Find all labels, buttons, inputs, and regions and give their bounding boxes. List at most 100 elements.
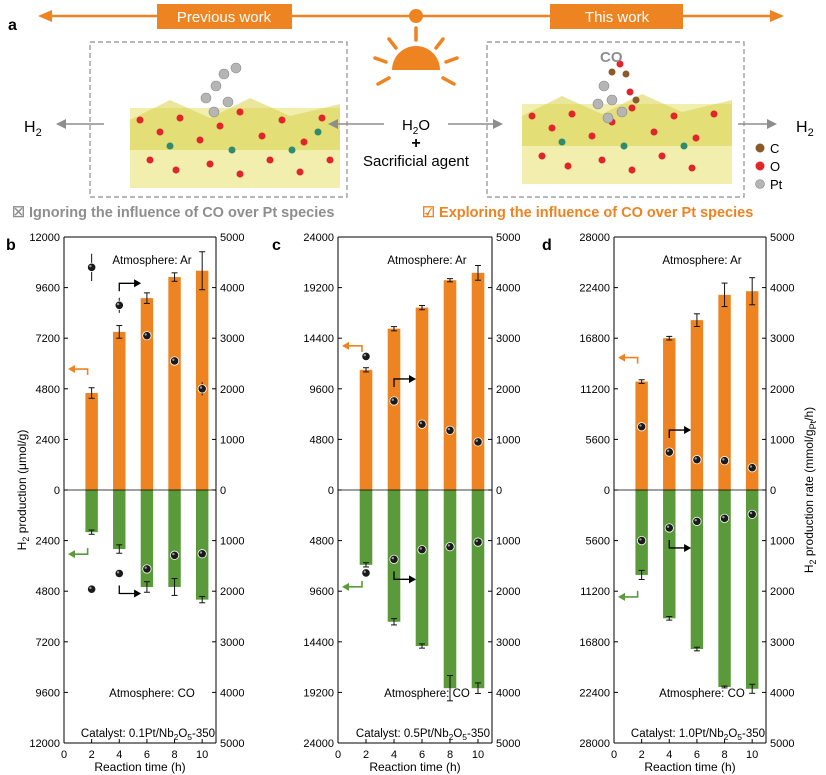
- bar-co: [140, 490, 154, 587]
- y-tick-label-left: 4800: [310, 434, 334, 446]
- panel-letter-a: a: [8, 17, 17, 34]
- y-tick-label-right: 3000: [220, 637, 244, 649]
- rate-point-highlight: [694, 518, 697, 522]
- this-work-box: [550, 4, 683, 29]
- catalyst-label-part: -350: [192, 728, 215, 740]
- y-tick-label-left: 22400: [579, 283, 610, 295]
- y-tick-label-right: 1000: [220, 434, 244, 446]
- rate-point-ar: [637, 422, 647, 432]
- x-tick-label: 0: [611, 749, 617, 761]
- rate-point-highlight: [419, 547, 422, 550]
- rate-point-ar: [445, 425, 455, 435]
- atmosphere-co-label: Atmosphere: CO: [659, 688, 745, 700]
- plus-label: +: [411, 135, 420, 152]
- bar-ar: [140, 298, 154, 490]
- previous-work-label: Previous work: [177, 9, 272, 26]
- y-tick-label-right: 4000: [770, 283, 794, 295]
- bar-ar: [471, 272, 485, 490]
- co-label: CO: [600, 49, 623, 66]
- panel-letter: b: [6, 237, 16, 254]
- rate-point-ar: [692, 455, 702, 465]
- y-tick-label-right: 3000: [496, 333, 520, 345]
- y-tick-label-right: 1000: [496, 536, 520, 548]
- rate-point-co: [114, 568, 124, 579]
- bar-co: [635, 490, 648, 575]
- y-tick-label-right: 0: [496, 485, 502, 497]
- rate-point-highlight: [722, 515, 725, 519]
- catalyst-label-part: Catalyst: 0.1Pt/Nb: [81, 728, 174, 740]
- rate-point-highlight: [363, 570, 366, 573]
- rate-point-co: [445, 542, 455, 552]
- y-tick-label-right: 1000: [220, 536, 244, 548]
- y-tick-label-right: 2000: [770, 586, 794, 598]
- rate-point-highlight: [419, 421, 422, 425]
- y-tick-label-left: 14400: [303, 637, 334, 649]
- green-arrow-head-icon: [618, 592, 625, 601]
- rate-point-co: [664, 523, 674, 533]
- arrow-left-icon: [328, 119, 338, 129]
- y-tick-label-left: 2400: [36, 536, 60, 548]
- rate-point-highlight: [172, 358, 175, 361]
- y-tick-label-right: 2000: [220, 586, 244, 598]
- catalyst-label-part: Catalyst: 0.5Pt/Nb: [356, 728, 449, 740]
- legend-o: O: [770, 159, 780, 174]
- rate-point-co: [473, 537, 483, 547]
- bar-ar: [663, 338, 676, 490]
- y-tick-label-left: 0: [54, 485, 60, 497]
- y-tick-label-left: 24000: [303, 232, 334, 244]
- catalyst-label-part: -350: [467, 728, 490, 740]
- orange-series-arrow: [348, 345, 363, 352]
- y-tick-label-right: 5000: [770, 232, 794, 244]
- catalyst-label-part: 5: [737, 732, 742, 742]
- bar-co: [718, 490, 731, 687]
- catalyst-label-part: 2: [724, 732, 729, 742]
- black-series-arrow: [668, 429, 686, 439]
- black-series-arrow: [118, 585, 136, 595]
- rate-point-highlight: [144, 566, 147, 569]
- y-tick-label-left: 11200: [580, 384, 610, 396]
- pt-nb2o5-co-structure-right: CO: [522, 49, 732, 184]
- h2-left-label: H2: [24, 119, 42, 139]
- rate-point-highlight: [475, 539, 478, 543]
- rate-point-ar: [417, 419, 427, 429]
- bar-co: [443, 490, 457, 689]
- y-tick-label-right: 3000: [496, 637, 520, 649]
- bar-ar: [359, 369, 373, 490]
- sacrificial-agent-label: Sacrificial agent: [363, 153, 470, 170]
- bar-ar: [387, 328, 401, 490]
- x-tick-label: 2: [639, 749, 645, 761]
- y-tick-label-left: 5600: [586, 434, 610, 446]
- black-series-arrow: [118, 282, 136, 292]
- oxygen-atom-icon: [755, 161, 765, 171]
- y-tick-label-right: 1000: [770, 434, 794, 446]
- rate-point-co: [747, 509, 757, 519]
- rate-point-highlight: [89, 264, 92, 268]
- rate-point-co: [169, 550, 180, 560]
- rate-point-highlight: [447, 427, 450, 431]
- legend-c: C: [770, 141, 779, 156]
- y-tick-label-left: 4800: [36, 586, 60, 598]
- x-tick-label: 4: [666, 749, 672, 761]
- black-arrow-head-icon: [684, 543, 692, 552]
- rate-point-co: [637, 535, 647, 546]
- x-axis-title: Reaction time (h): [369, 760, 460, 774]
- black-series-arrow: [393, 378, 410, 387]
- black-arrow-head-icon: [134, 589, 142, 598]
- x-tick-label: 4: [116, 749, 122, 761]
- y-tick-label-right: 3000: [220, 333, 244, 345]
- black-arrow-head-icon: [134, 279, 142, 288]
- rate-point-co: [389, 554, 399, 564]
- rate-point-highlight: [391, 398, 394, 401]
- y-axis-right-title: H2 production rate (mmol/gPt/h): [802, 407, 818, 573]
- platinum-atom-icon: [755, 179, 765, 189]
- green-series-arrow: [624, 590, 639, 598]
- y-tick-label-left: 24000: [303, 738, 334, 750]
- previous-work-frame: [89, 41, 348, 198]
- x-axis-title: Reaction time (h): [644, 760, 735, 774]
- black-arrow-head-icon: [684, 426, 692, 435]
- rate-point-highlight: [666, 525, 670, 528]
- previous-work-box: [157, 4, 292, 29]
- bar-co: [471, 490, 485, 689]
- x-tick-label: 8: [721, 749, 727, 761]
- arrow-left-icon: [56, 119, 66, 129]
